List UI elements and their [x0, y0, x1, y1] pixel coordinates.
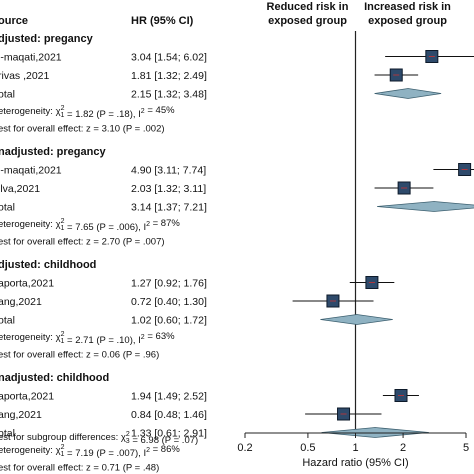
x-tick-label-3: 2 — [400, 442, 406, 454]
study-name-2-0: aporta,2021 — [0, 278, 54, 290]
total-hr-2: 1.02 [0.60; 1.72] — [131, 315, 207, 327]
study-name-1-0: l-maqati,2021 — [0, 165, 62, 177]
x-tick-label-4: 5 — [463, 442, 469, 454]
study-name-0-1: rivas ,2021 — [0, 70, 50, 82]
group-title-1: nadjusted: pregancy — [0, 146, 106, 158]
study-name-0-0: l-maqati,2021 — [0, 52, 62, 64]
heterogeneity-2: eterogeneity: χ2 1 = 2.71 (P = .10), I2 =… — [0, 331, 175, 346]
header-source: ource — [0, 15, 28, 27]
x-tick-label-1: 0.5 — [300, 442, 315, 454]
group-title-3: nadjusted: childhood — [0, 372, 109, 384]
study-name-2-1: ang,2021 — [0, 296, 42, 308]
study-name-3-0: aporta,2021 — [0, 391, 54, 403]
study-hr-3-1: 0.84 [0.48; 1.46] — [131, 409, 207, 421]
study-hr-0-0: 3.04 [1.54; 6.02] — [131, 52, 207, 64]
total-hr-1: 3.14 [1.37; 7.21] — [131, 202, 207, 214]
total-diamond-1 — [377, 201, 474, 212]
overall-effect-0: est for overall effect: z = 3.10 (P = .0… — [0, 124, 165, 135]
overall-effect-3: est for overall effect: z = 0.71 (P = .4… — [0, 463, 159, 474]
overall-effect-1: est for overall effect: z = 2.70 (P = .0… — [0, 237, 165, 248]
study-hr-1-0: 4.90 [3.11; 7.74] — [131, 165, 206, 177]
study-hr-3-0: 1.94 [1.49; 2.52] — [131, 391, 207, 403]
overall-effect-2: est for overall effect: z = 0.06 (P = .9… — [0, 350, 159, 361]
study-hr-1-1: 2.03 [1.32; 3.11] — [131, 183, 206, 195]
study-hr-0-1: 1.81 [1.32; 2.49] — [131, 70, 207, 82]
study-name-3-1: ang,2021 — [0, 409, 42, 421]
header-increased-line1: Increased risk in — [364, 1, 451, 13]
total-name-1: otal — [0, 202, 15, 214]
total-name-2: otal — [0, 315, 15, 327]
total-name-0: otal — [0, 89, 15, 101]
total-diamond-0 — [374, 88, 442, 99]
study-hr-2-0: 1.27 [0.92; 1.76] — [131, 278, 207, 290]
group-title-0: djusted: pregancy — [0, 33, 94, 45]
header-increased-line2: exposed group — [368, 15, 447, 27]
x-axis-title: Hazard ratio (95% CI) — [302, 457, 408, 469]
subgroup-test: est for subgroup differences: χ2 3 = 6.98… — [0, 431, 198, 446]
total-hr-3: 1.33 [0.61; 2.91] — [131, 428, 207, 440]
heterogeneity-0: eterogeneity: χ2 1 = 1.82 (P = .18), I2 =… — [0, 105, 175, 120]
study-name-1-1: ilva,2021 — [0, 183, 40, 195]
total-name-3: otal — [0, 428, 15, 440]
study-hr-2-1: 0.72 [0.40; 1.30] — [131, 296, 207, 308]
header-reduced-line1: Reduced risk in — [267, 1, 349, 13]
x-tick-label-0: 0.2 — [237, 442, 252, 454]
total-hr-0: 2.15 [1.32; 3.48] — [131, 89, 207, 101]
header-hr: HR (95% CI) — [131, 15, 194, 27]
group-title-2: djusted: childhood — [0, 259, 96, 271]
total-diamond-2 — [320, 314, 393, 325]
x-tick-label-2: 1 — [352, 442, 358, 454]
heterogeneity-3: eterogeneity: χ2 1 = 7.19 (P = .007), I2 … — [0, 444, 180, 459]
heterogeneity-1: eterogeneity: χ2 1 = 7.65 (P = .006), I2 … — [0, 218, 180, 233]
header-reduced-line2: exposed group — [268, 15, 347, 27]
